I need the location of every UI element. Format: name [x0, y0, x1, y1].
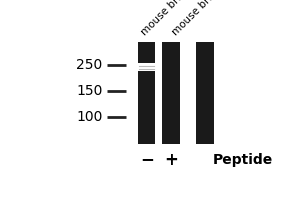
Text: 150: 150 [76, 84, 103, 98]
Text: 100: 100 [76, 110, 103, 124]
Text: −: − [140, 151, 154, 169]
Text: mouse brain: mouse brain [140, 0, 193, 38]
Text: 250: 250 [76, 58, 103, 72]
Text: mouse brain: mouse brain [170, 0, 223, 38]
Text: +: + [164, 151, 178, 169]
Text: Peptide: Peptide [213, 153, 273, 167]
Bar [138, 42, 155, 144]
Bar [196, 42, 214, 144]
Bar [163, 42, 180, 144]
Bar [138, 63, 155, 71]
